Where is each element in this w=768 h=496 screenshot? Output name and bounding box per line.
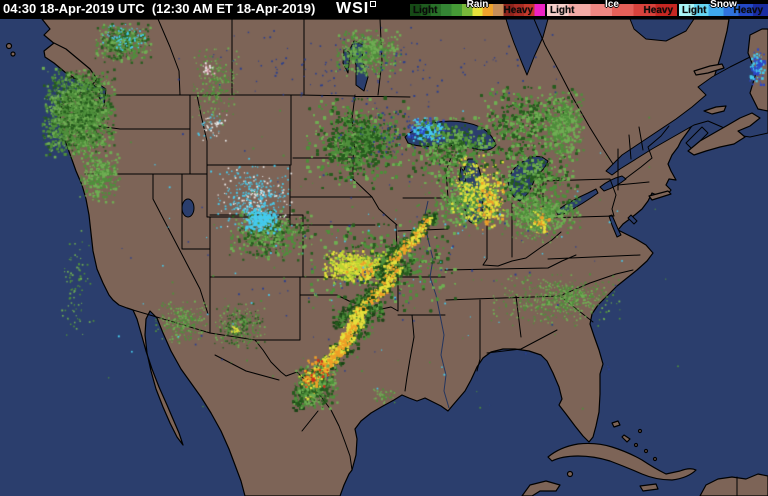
- great-salt-lake: [181, 198, 195, 218]
- haida-gwaii-2: [10, 51, 16, 57]
- legend-rain-light-label: Light: [413, 5, 438, 16]
- legend-ice-light-label: Light: [550, 5, 575, 16]
- header-bar: 04:30 18-Apr-2019 UTC (12:30 AM ET 18-Ap…: [0, 0, 768, 19]
- legend-snow-light-label: Light: [682, 5, 707, 16]
- legend-ice: Ice Light Heavy: [547, 0, 677, 19]
- legend-snow: Snow Light Heavy: [679, 0, 768, 19]
- bahamas-6: [637, 428, 643, 434]
- legend-rain-gradient-bar: [410, 4, 545, 16]
- basemap-svg: [0, 19, 768, 496]
- timestamp: 04:30 18-Apr-2019 UTC (12:30 AM ET 18-Ap…: [3, 1, 316, 16]
- bahamas-3: [633, 442, 639, 448]
- isla-juventud: [566, 470, 574, 478]
- radar-map: [0, 19, 768, 496]
- legend-ice-heavy-label: Heavy: [643, 5, 673, 16]
- registered-mark-icon: [370, 1, 377, 7]
- legend-rain-title: Rain: [466, 0, 489, 10]
- bahamas-4: [643, 448, 649, 454]
- bahamas-5: [652, 456, 658, 462]
- wsi-logo: WSI: [336, 0, 377, 18]
- legend-ice-gradient-bar: [547, 4, 677, 16]
- legend-snow-title: Snow: [710, 0, 737, 10]
- haida-gwaii: [5, 42, 13, 50]
- legend-rain-heavy-label: Heavy: [503, 5, 533, 16]
- legend-snow-heavy-label: Heavy: [733, 5, 763, 16]
- legend-rain: Rain Light Heavy: [410, 0, 545, 19]
- wsi-logo-text: WSI: [336, 0, 370, 17]
- legend-ice-title: Ice: [605, 0, 619, 10]
- legend-snow-gradient-bar: [679, 4, 768, 16]
